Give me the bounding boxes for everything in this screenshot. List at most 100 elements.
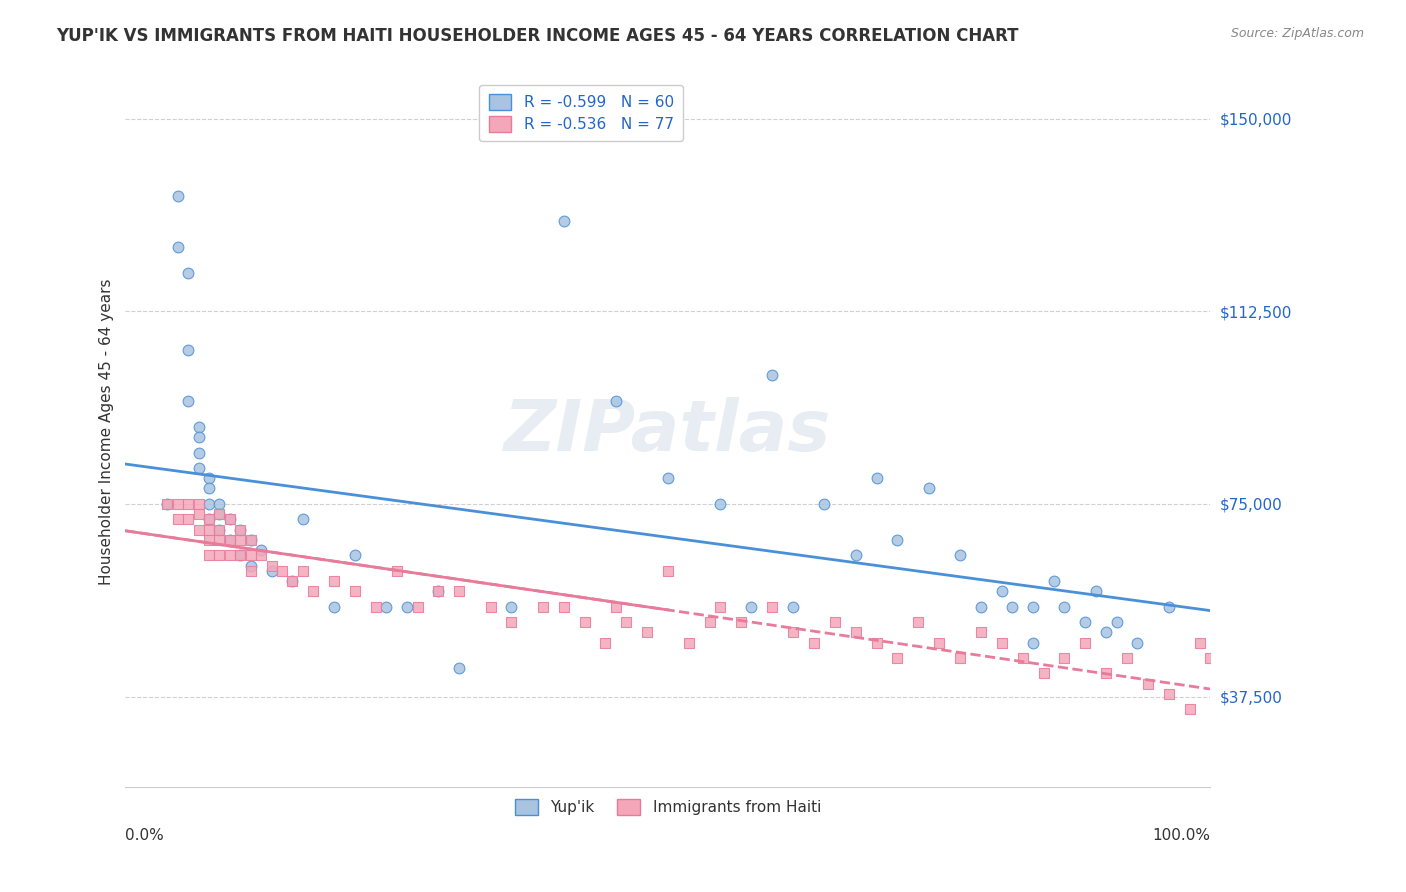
Point — [218, 512, 240, 526]
Point — [208, 507, 231, 521]
Point — [657, 471, 679, 485]
Point — [949, 549, 972, 563]
Point — [177, 343, 200, 357]
Point — [260, 564, 283, 578]
Point — [187, 445, 209, 459]
Point — [208, 507, 231, 521]
Point — [949, 651, 972, 665]
Point — [1011, 651, 1033, 665]
Point — [1043, 574, 1066, 588]
Point — [166, 188, 188, 202]
Point — [1178, 702, 1201, 716]
Point — [323, 599, 346, 614]
Point — [229, 533, 252, 547]
Point — [605, 599, 627, 614]
Point — [177, 512, 200, 526]
Point — [166, 240, 188, 254]
Point — [187, 497, 209, 511]
Point — [1220, 728, 1243, 742]
Point — [1095, 666, 1118, 681]
Point — [198, 512, 221, 526]
Point — [156, 497, 179, 511]
Point — [218, 512, 240, 526]
Point — [406, 599, 429, 614]
Point — [553, 214, 575, 228]
Point — [991, 584, 1014, 599]
Point — [427, 584, 450, 599]
Point — [813, 497, 835, 511]
Point — [1001, 599, 1024, 614]
Point — [449, 661, 471, 675]
Text: ZIPatlas: ZIPatlas — [505, 398, 832, 467]
Point — [761, 599, 783, 614]
Point — [1053, 599, 1076, 614]
Point — [218, 533, 240, 547]
Point — [970, 599, 993, 614]
Text: 100.0%: 100.0% — [1153, 828, 1211, 843]
Point — [250, 549, 273, 563]
Point — [229, 523, 252, 537]
Point — [177, 497, 200, 511]
Point — [918, 482, 941, 496]
Point — [1053, 651, 1076, 665]
Point — [166, 512, 188, 526]
Point — [449, 584, 471, 599]
Point — [1199, 651, 1222, 665]
Point — [239, 549, 262, 563]
Point — [845, 625, 868, 640]
Point — [1074, 635, 1097, 649]
Point — [1074, 615, 1097, 629]
Point — [605, 394, 627, 409]
Point — [281, 574, 304, 588]
Point — [427, 584, 450, 599]
Point — [187, 430, 209, 444]
Point — [845, 549, 868, 563]
Point — [385, 564, 408, 578]
Point — [886, 533, 908, 547]
Point — [531, 599, 554, 614]
Point — [260, 558, 283, 573]
Text: 0.0%: 0.0% — [125, 828, 165, 843]
Point — [1157, 687, 1180, 701]
Point — [886, 651, 908, 665]
Point — [177, 266, 200, 280]
Point — [281, 574, 304, 588]
Point — [709, 497, 731, 511]
Text: Source: ZipAtlas.com: Source: ZipAtlas.com — [1230, 27, 1364, 40]
Point — [761, 368, 783, 383]
Point — [187, 420, 209, 434]
Point — [198, 471, 221, 485]
Point — [198, 533, 221, 547]
Point — [239, 564, 262, 578]
Point — [271, 564, 294, 578]
Point — [709, 599, 731, 614]
Point — [239, 533, 262, 547]
Point — [678, 635, 700, 649]
Point — [699, 615, 721, 629]
Point — [1095, 625, 1118, 640]
Point — [501, 599, 523, 614]
Point — [208, 533, 231, 547]
Point — [970, 625, 993, 640]
Point — [1084, 584, 1107, 599]
Point — [343, 549, 366, 563]
Point — [501, 615, 523, 629]
Point — [553, 599, 575, 614]
Point — [865, 471, 887, 485]
Point — [208, 497, 231, 511]
Point — [239, 533, 262, 547]
Point — [782, 599, 804, 614]
Point — [865, 635, 887, 649]
Point — [229, 549, 252, 563]
Point — [166, 497, 188, 511]
Point — [1157, 599, 1180, 614]
Point — [803, 635, 825, 649]
Y-axis label: Householder Income Ages 45 - 64 years: Householder Income Ages 45 - 64 years — [100, 278, 114, 585]
Point — [198, 549, 221, 563]
Point — [396, 599, 419, 614]
Point — [1022, 599, 1045, 614]
Point — [479, 599, 502, 614]
Point — [208, 523, 231, 537]
Point — [1126, 635, 1149, 649]
Point — [198, 482, 221, 496]
